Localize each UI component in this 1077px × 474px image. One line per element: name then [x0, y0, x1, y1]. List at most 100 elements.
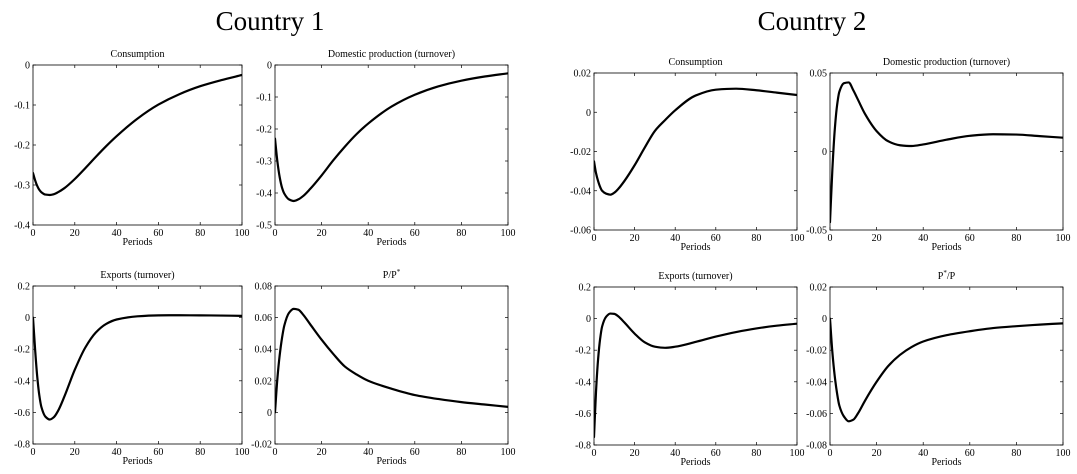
x-tick-label: 20 — [70, 228, 80, 239]
panel-title: Domestic production (turnover) — [328, 49, 455, 60]
y-tick-label: 0 — [586, 314, 591, 325]
x-tick-label: 20 — [317, 228, 327, 239]
y-tick-label: 0.08 — [255, 282, 273, 293]
x-tick-label: 60 — [410, 228, 420, 239]
y-tick-label: 0.06 — [255, 313, 273, 324]
x-tick-label: 60 — [965, 448, 975, 459]
x-tick-label: 80 — [751, 233, 761, 244]
y-tick-label: -0.4 — [14, 376, 30, 387]
y-tick-label: 0.05 — [810, 69, 828, 80]
y-tick-label: -0.2 — [575, 346, 591, 357]
x-tick-label: 80 — [456, 447, 466, 458]
y-tick-label: 0 — [267, 408, 272, 419]
x-tick-label: 40 — [363, 447, 373, 458]
series-line — [830, 317, 1063, 423]
plot-area — [274, 64, 509, 226]
x-tick-label: 100 — [790, 233, 805, 244]
panel-title: P*/P — [938, 269, 956, 282]
y-tick-label: 0 — [267, 61, 272, 72]
title-text: Consumption — [669, 57, 723, 68]
panel-title: Consumption — [111, 49, 165, 60]
title-text: Domestic production (turnover) — [883, 57, 1010, 68]
country-2-heading: Country 2 — [758, 6, 867, 36]
x-tick-label: 60 — [711, 233, 721, 244]
x-tick-label: 40 — [363, 228, 373, 239]
x-tick-label: 100 — [501, 228, 516, 239]
panel-country-1-price-ratio: 0 20 40 60 80 100-0.0200.020.040.060.08P/P*Pe… — [251, 268, 515, 467]
x-axis-label: Periods — [377, 237, 407, 248]
panel-title: Exports (turnover) — [658, 271, 732, 282]
x-tick-label: 100 — [501, 447, 516, 458]
series-line — [275, 72, 508, 203]
y-tick-label: -0.2 — [14, 345, 30, 356]
title-text: P — [938, 271, 944, 282]
x-axis-label: Periods — [681, 242, 711, 253]
y-tick-label: -0.2 — [14, 141, 30, 152]
x-axis-label: Periods — [681, 457, 711, 468]
y-tick-label: -0.02 — [570, 147, 591, 158]
x-tick-label: 80 — [195, 228, 205, 239]
x-tick-label: 100 — [1056, 448, 1071, 459]
y-tick-label: -0.8 — [14, 440, 30, 451]
y-tick-label: -0.05 — [806, 226, 827, 237]
y-tick-label: -0.3 — [14, 181, 30, 192]
x-tick-label: 0 — [828, 233, 833, 244]
plot-area — [593, 286, 798, 446]
panel-title: Consumption — [669, 57, 723, 68]
panel-country-1-exports: 0 20 40 60 80 100 -0.8 -0.6 -0.4 -0.2 0 0.2 Exports … — [14, 270, 249, 467]
x-axis-label: Periods — [932, 242, 962, 253]
x-tick-label: 0 — [592, 448, 597, 459]
y-tick-label: 0 — [586, 108, 591, 119]
x-axis-label: Periods — [123, 456, 153, 467]
x-axis-label: Periods — [377, 456, 407, 467]
title-superscript: * — [397, 268, 401, 276]
y-tick-label: -0.6 — [575, 409, 591, 420]
plot-area — [829, 286, 1064, 446]
x-tick-label: 0 — [592, 233, 597, 244]
plot-area — [274, 285, 509, 445]
y-tick-label: 0.04 — [255, 345, 273, 356]
y-tick-label: -0.6 — [14, 408, 30, 419]
x-tick-label: 0 — [273, 228, 278, 239]
y-tick-label: -0.4 — [256, 189, 272, 200]
panel-country-2-consumption: 0 20 40 60 80 100 -0.06 -0.04 -0.02 0 0.02 Consumpt… — [570, 57, 804, 253]
y-tick-label: -0.02 — [806, 346, 827, 357]
x-tick-label: 60 — [153, 447, 163, 458]
y-tick-label: -0.04 — [570, 186, 591, 197]
y-tick-label: -0.1 — [14, 101, 30, 112]
x-tick-label: 20 — [872, 448, 882, 459]
x-tick-label: 80 — [456, 228, 466, 239]
x-tick-label: 0 — [828, 448, 833, 459]
series-line — [33, 73, 242, 197]
title-superscript: * — [943, 269, 947, 277]
x-tick-label: 20 — [70, 447, 80, 458]
panel-country-1-domestic-production: 0 20 40 60 80 100 -0.5 -0.4 -0.3 -0.2 -0.1 0 Domesti… — [256, 49, 515, 248]
x-tick-label: 20 — [630, 448, 640, 459]
y-tick-label: 0 — [822, 147, 827, 158]
x-axis-label: Periods — [932, 457, 962, 468]
plot-area — [593, 72, 798, 231]
x-tick-label: 80 — [1011, 448, 1021, 459]
y-tick-label: -0.3 — [256, 157, 272, 168]
plot-area — [32, 64, 243, 226]
plot-area — [829, 72, 1064, 231]
x-tick-label: 100 — [235, 228, 250, 239]
plot-area — [32, 285, 243, 445]
series-line — [594, 312, 797, 439]
panel-title: P/P* — [383, 268, 401, 281]
y-tick-label: -0.04 — [806, 377, 827, 388]
y-tick-label: -0.08 — [806, 441, 827, 452]
y-tick-label: 0.2 — [579, 283, 592, 294]
y-tick-label: -0.06 — [806, 409, 827, 420]
title-text: Consumption — [111, 49, 165, 60]
series-line — [33, 314, 242, 421]
x-tick-label: 0 — [273, 447, 278, 458]
x-tick-label: 40 — [670, 233, 680, 244]
series-line — [594, 87, 797, 196]
series-line — [830, 81, 1063, 224]
y-tick-label: -0.06 — [570, 226, 591, 237]
title-text: Exports (turnover) — [100, 270, 174, 281]
x-tick-label: 100 — [1056, 233, 1071, 244]
